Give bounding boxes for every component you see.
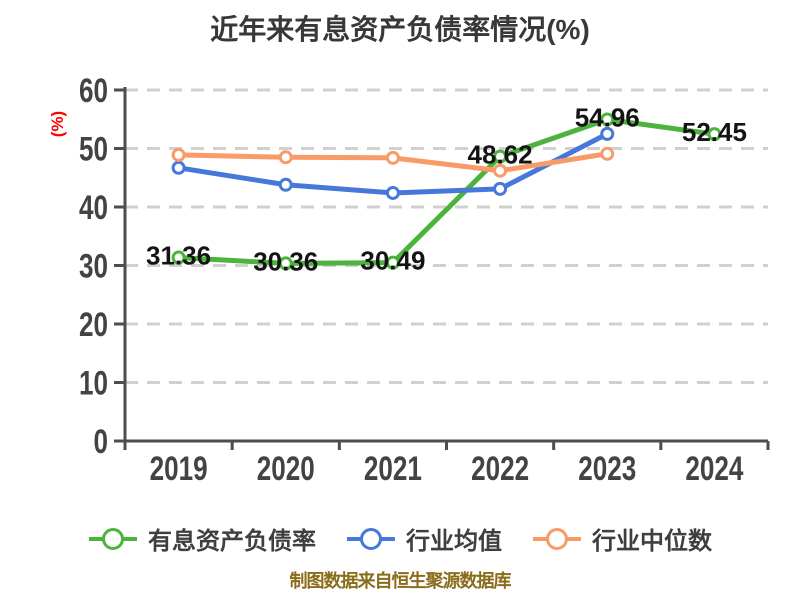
svg-text:30.49: 30.49 <box>360 246 425 276</box>
svg-text:2021: 2021 <box>364 450 422 488</box>
line-chart-plot-area: 0 10 20 30 40 50 60 2019 2020 2021 2022 2023 2024 (%)… <box>48 72 770 488</box>
line-marker-icon-green <box>88 526 138 552</box>
legend-item-main-series[interactable]: 有息资产负债率 <box>88 521 316 556</box>
svg-text:52.45: 52.45 <box>682 117 747 147</box>
svg-text:2024: 2024 <box>685 450 743 488</box>
svg-text:(%): (%) <box>48 111 67 137</box>
svg-text:0: 0 <box>94 423 109 461</box>
chart-title: 近年来有息资产负债率情况(%) <box>210 14 590 45</box>
svg-text:30.36: 30.36 <box>253 246 318 276</box>
svg-text:20: 20 <box>79 306 108 344</box>
svg-text:54.96: 54.96 <box>575 102 640 132</box>
legend-label: 有息资产负债率 <box>148 528 316 555</box>
svg-text:2019: 2019 <box>150 450 208 488</box>
svg-text:60: 60 <box>79 72 108 110</box>
svg-text:31.36: 31.36 <box>146 241 211 271</box>
legend-label: 行业中位数 <box>592 528 712 555</box>
svg-text:2022: 2022 <box>471 450 529 488</box>
svg-text:40: 40 <box>79 189 108 227</box>
data-source-watermark: 制图数据来自恒生聚源数据库 <box>289 571 512 591</box>
line-marker-icon-orange <box>532 526 582 552</box>
line-marker-icon-blue <box>346 526 396 552</box>
legend-item-industry-median[interactable]: 行业中位数 <box>532 521 712 556</box>
legend: 有息资产负债率 行业均值 行业中位数 <box>0 521 800 556</box>
svg-text:2020: 2020 <box>257 450 315 488</box>
svg-text:48.62: 48.62 <box>468 140 533 170</box>
svg-text:10: 10 <box>79 365 108 403</box>
svg-text:50: 50 <box>79 131 108 169</box>
legend-label: 行业均值 <box>406 528 502 555</box>
svg-text:2023: 2023 <box>578 450 636 488</box>
legend-item-industry-mean[interactable]: 行业均值 <box>346 521 502 556</box>
svg-text:30: 30 <box>79 248 108 286</box>
